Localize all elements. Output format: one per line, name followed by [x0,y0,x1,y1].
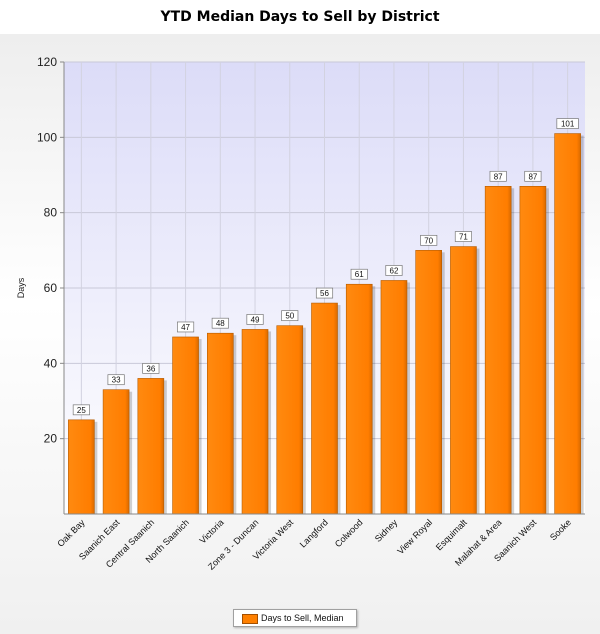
bar [554,133,581,515]
x-tick-label: Esquimalt [434,517,469,552]
x-tick-label: Oak Bay [55,517,87,549]
data-label-box [454,231,472,242]
data-labels: 25 33 36 47 48 49 50 56 61 62 70 71 87 87 101 [72,118,579,416]
data-label-box [385,265,403,276]
y-tick-label: 60 [44,281,58,295]
y-axis-label: Days [16,277,26,298]
data-label-box [107,374,125,386]
data-label: 25 [77,406,86,415]
data-label: 87 [494,172,503,181]
data-label-box [281,310,299,322]
data-label: 71 [459,233,468,242]
x-tick-label: View Royal [395,517,434,556]
data-label: 33 [112,376,121,385]
data-label: 87 [528,172,537,181]
y-tick-label: 100 [37,130,57,144]
data-label: 70 [424,236,433,245]
y-tick-labels: 20 40 60 80 100 120 [37,55,64,446]
data-label-box [350,268,368,280]
data-label-box [177,321,195,333]
data-label: 101 [561,120,575,129]
bar [311,302,338,515]
bar [484,186,512,515]
bar [207,332,234,515]
chart-title: YTD Median Days to Sell by District [160,9,440,25]
data-label-box [142,363,160,374]
data-label-box [489,170,507,182]
data-label: 36 [146,364,155,373]
data-label: 62 [390,266,399,275]
data-label-box [315,287,334,299]
data-label: 47 [181,323,190,332]
bar [450,246,477,515]
data-label-box [211,317,229,329]
bar [241,329,269,515]
bar [519,186,547,515]
y-tick-label: 80 [44,206,58,220]
x-tick-label: Sooke [548,517,573,542]
bars [68,133,584,515]
data-label: 61 [355,270,364,279]
data-label-box [420,234,438,246]
data-label: 48 [216,319,225,328]
bar [137,378,165,515]
legend-label: Days to Sell, Median [261,613,344,623]
bar [345,283,373,515]
data-label: 49 [251,315,260,324]
bar [102,389,130,515]
legend-swatch [242,614,258,624]
bar [276,325,304,515]
y-tick-label: 40 [44,356,58,370]
x-tick-label: Langford [298,517,330,549]
legend: Days to Sell, Median [233,609,357,627]
bar [415,250,443,515]
data-label-box [556,118,579,129]
x-tick-label: Colwood [333,517,365,549]
bar [172,336,199,515]
x-tick-label: Victoria [198,517,226,545]
y-tick-label: 20 [44,432,58,446]
data-label: 56 [320,289,329,298]
data-label-box [246,314,264,325]
data-label-box [72,404,90,416]
bar [68,419,95,515]
y-tick-label: 120 [37,55,57,69]
data-label: 50 [285,312,294,321]
bar [380,280,408,515]
data-label-box [524,170,542,182]
x-tick-label: Sidney [373,517,400,544]
